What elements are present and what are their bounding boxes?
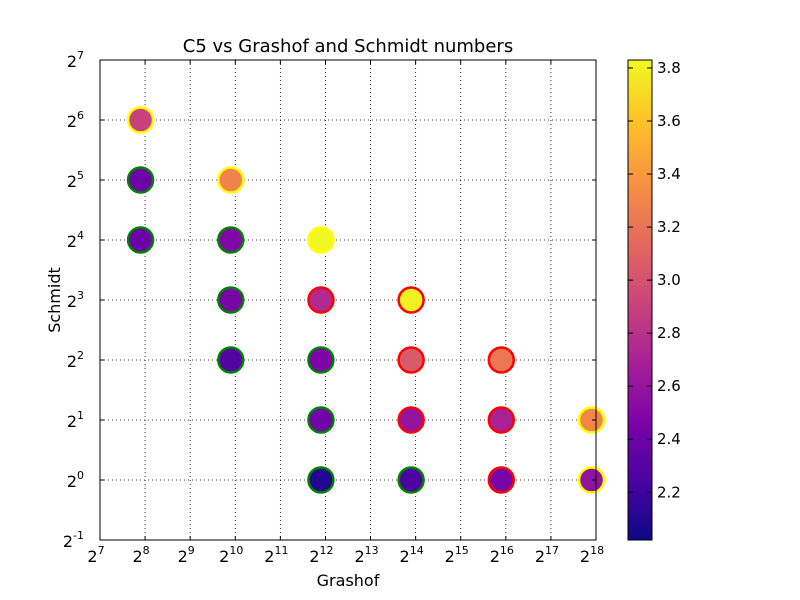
y-tick-exponent: 5 (77, 169, 84, 182)
x-tick-exponent: 18 (590, 544, 604, 557)
scatter-point (397, 406, 425, 434)
grid-lines (100, 60, 596, 540)
y-tick-exponent: -1 (73, 529, 84, 542)
scatter-point (397, 346, 425, 374)
y-tick-exponent: 7 (77, 49, 84, 62)
colorbar-tick-label: 3.8 (657, 59, 681, 77)
y-tick-exponent: 2 (77, 349, 84, 362)
scatter-point (307, 466, 335, 494)
x-tick-label: 210 (219, 544, 243, 566)
x-tick-label: 218 (580, 544, 604, 566)
x-tick-exponent: 12 (320, 544, 334, 557)
colorbar: 2.2 2.4 2.6 2.8 3.0 3.2 3.4 3.6 3.8 (627, 59, 681, 541)
x-tick-label: 214 (400, 544, 424, 566)
colorbar-tick-label: 3.6 (657, 112, 681, 130)
x-tick-label: 27 (87, 544, 104, 566)
colorbar-tick-label: 3.2 (657, 218, 681, 236)
colorbar-gradient (627, 59, 653, 541)
x-axis-label: Grashof (317, 571, 380, 590)
y-tick-label: 24 (67, 229, 84, 251)
scatter-point (217, 166, 245, 194)
x-tick-label: 212 (309, 544, 333, 566)
scatter-point (307, 226, 335, 254)
y-tick-exponent: 4 (77, 229, 84, 242)
x-tick-exponent: 7 (98, 544, 105, 557)
scatter-point (487, 406, 516, 434)
y-tick-label: 23 (67, 289, 84, 311)
x-tick-exponent: 14 (410, 544, 424, 557)
colorbar-tick-label: 2.2 (657, 483, 681, 501)
x-tick-exponent: 16 (500, 544, 514, 557)
y-tick-label: 22 (67, 349, 84, 371)
x-tick-exponent: 8 (143, 544, 150, 557)
data-points (126, 106, 606, 494)
y-tick-exponent: 6 (77, 109, 84, 122)
x-tick-label: 217 (535, 544, 559, 566)
colorbar-tick-label: 3.0 (657, 271, 681, 289)
y-tick-label: 2-1 (63, 529, 84, 551)
x-tick-exponent: 10 (229, 544, 243, 557)
scatter-point (577, 406, 606, 434)
x-tick-exponent: 17 (545, 544, 559, 557)
scatter-point (217, 226, 245, 254)
scatter-point (307, 346, 335, 374)
scatter-point (487, 466, 516, 494)
scatter-point (126, 106, 155, 134)
scatter-point (397, 286, 425, 314)
x-tick-exponent: 13 (365, 544, 379, 557)
colorbar-ticks: 2.2 2.4 2.6 2.8 3.0 3.2 3.4 3.6 3.8 (628, 59, 681, 501)
x-tick-exponent: 15 (455, 544, 469, 557)
y-tick-label: 20 (67, 469, 84, 491)
scatter-point (217, 286, 245, 314)
y-tick-label: 25 (67, 169, 84, 191)
x-tick-label: 216 (490, 544, 514, 566)
colorbar-tick-label: 2.8 (657, 324, 681, 342)
y-tick-label: 27 (67, 49, 84, 71)
scatter-point (307, 406, 335, 434)
y-axis-label: Schmidt (45, 267, 64, 333)
x-tick-exponent: 9 (188, 544, 195, 557)
scatter-point (126, 226, 155, 254)
colorbar-tick-label: 2.4 (657, 430, 681, 448)
scatter-point (217, 346, 245, 374)
x-tick-exponent: 11 (274, 544, 288, 557)
chart-title: C5 vs Grashof and Schmidt numbers (183, 36, 513, 57)
x-axis-ticks: 27 28 29 210 211 212 213 214 215 216 217 218 (87, 60, 604, 566)
y-tick-exponent: 0 (77, 469, 84, 482)
y-tick-exponent: 1 (77, 409, 84, 422)
x-tick-label: 28 (132, 544, 149, 566)
x-tick-label: 211 (264, 544, 288, 566)
scatter-point (126, 166, 155, 194)
y-tick-exponent: 3 (77, 289, 84, 302)
colorbar-tick-label: 2.6 (657, 377, 681, 395)
scatter-point (577, 466, 606, 494)
x-tick-label: 29 (178, 544, 195, 566)
y-tick-label: 21 (67, 409, 84, 431)
scatter-point (487, 346, 516, 374)
x-tick-label: 213 (354, 544, 378, 566)
scatter-point (397, 466, 425, 494)
colorbar-tick-label: 3.4 (657, 165, 681, 183)
x-tick-label: 215 (445, 544, 469, 566)
scatter-point (307, 286, 335, 314)
y-tick-label: 26 (67, 109, 84, 131)
